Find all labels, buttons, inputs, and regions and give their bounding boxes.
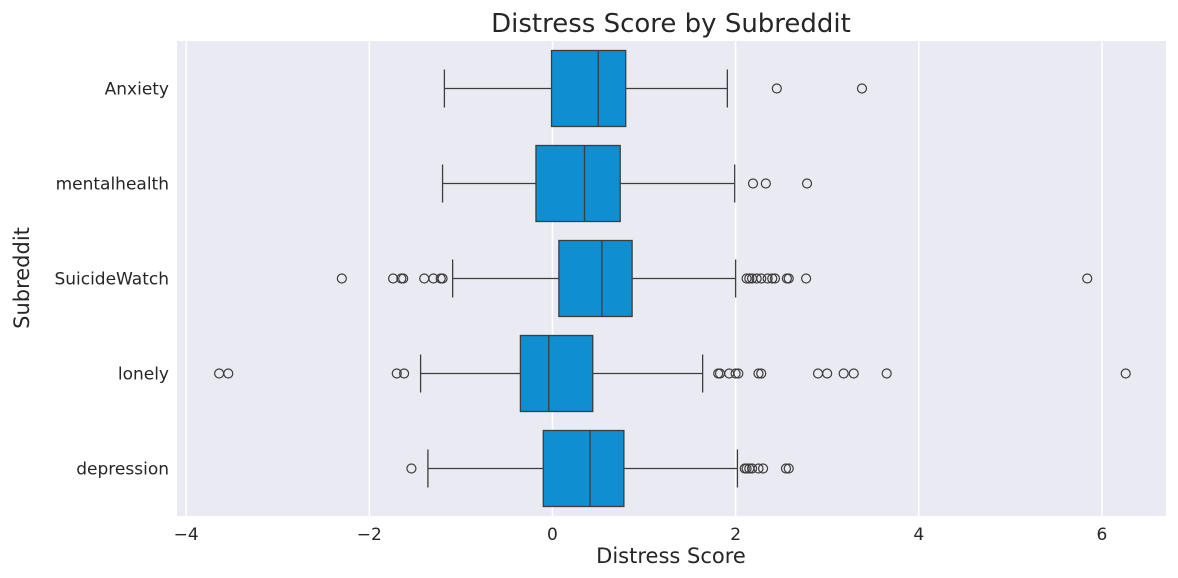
y-tick-label: depression: [76, 460, 169, 480]
iqr-box: [535, 144, 621, 223]
outlier-point: [801, 273, 812, 284]
outlier-point: [848, 368, 859, 379]
outlier-point: [751, 273, 762, 284]
outlier-point: [747, 178, 759, 189]
outlier-point: [856, 83, 868, 94]
y-tick-label: Anxiety: [105, 80, 169, 100]
x-tick-labels: −4 −2 0 2 4 6: [174, 525, 1108, 545]
y-axis-title: Subreddit: [10, 227, 34, 329]
outlier-point: [780, 463, 792, 474]
outlier-point: [801, 178, 813, 189]
box-group: [443, 49, 868, 128]
outlier-point: [1120, 368, 1131, 379]
outlier-point: [223, 368, 234, 379]
outlier-point: [756, 368, 767, 379]
iqr-box: [519, 334, 594, 413]
outlier-point: [406, 463, 417, 474]
outlier-point: [753, 368, 764, 379]
outlier-point: [838, 368, 849, 379]
x-tick-label: 0: [547, 525, 558, 545]
y-tick-label: SuicideWatch: [54, 270, 169, 290]
iqr-box: [550, 49, 627, 128]
outlier-point: [760, 178, 771, 189]
outlier-point: [757, 463, 769, 474]
x-tick-label: 6: [1096, 525, 1107, 545]
outlier-point: [771, 83, 782, 94]
outlier-point: [741, 463, 752, 474]
y-tick-label: mentalhealth: [56, 175, 169, 195]
outlier-point: [756, 273, 767, 284]
x-axis-title: Distress Score: [596, 544, 746, 568]
chart-title: Distress Score by Subreddit: [491, 9, 851, 39]
outlier-point: [762, 273, 773, 284]
x-tick-label: −4: [174, 525, 199, 545]
x-tick-label: 4: [913, 525, 924, 545]
outlier-point: [388, 273, 399, 284]
outlier-point: [767, 273, 778, 284]
outlier-point: [730, 368, 741, 379]
outlier-point: [398, 273, 409, 284]
outlier-point: [822, 368, 833, 379]
y-tick-labels: Anxiety mentalhealth SuicideWatch lonely dep…: [54, 80, 169, 480]
outlier-point: [769, 273, 781, 284]
outlier-point: [744, 273, 755, 284]
outlier-point: [753, 463, 764, 474]
outlier-point: [881, 368, 892, 379]
outlier-point: [741, 273, 752, 284]
outlier-point: [336, 273, 347, 284]
outlier-point: [733, 368, 744, 379]
outlier-point: [1082, 273, 1093, 284]
outlier-point: [437, 273, 448, 284]
y-tick-label: lonely: [118, 365, 169, 385]
iqr-box: [558, 239, 633, 318]
outlier-point: [783, 273, 794, 284]
boxes-layer: [214, 49, 1131, 508]
iqr-box: [542, 429, 625, 508]
outlier-point: [746, 463, 758, 474]
box-group: [214, 334, 1131, 413]
outlier-point: [399, 368, 410, 379]
outlier-point: [391, 368, 402, 379]
x-tick-label: 2: [730, 525, 741, 545]
box-group: [441, 144, 813, 223]
box-group: [406, 429, 794, 508]
outlier-point: [783, 463, 794, 474]
box-group: [336, 239, 1093, 318]
x-tick-label: −2: [357, 525, 382, 545]
